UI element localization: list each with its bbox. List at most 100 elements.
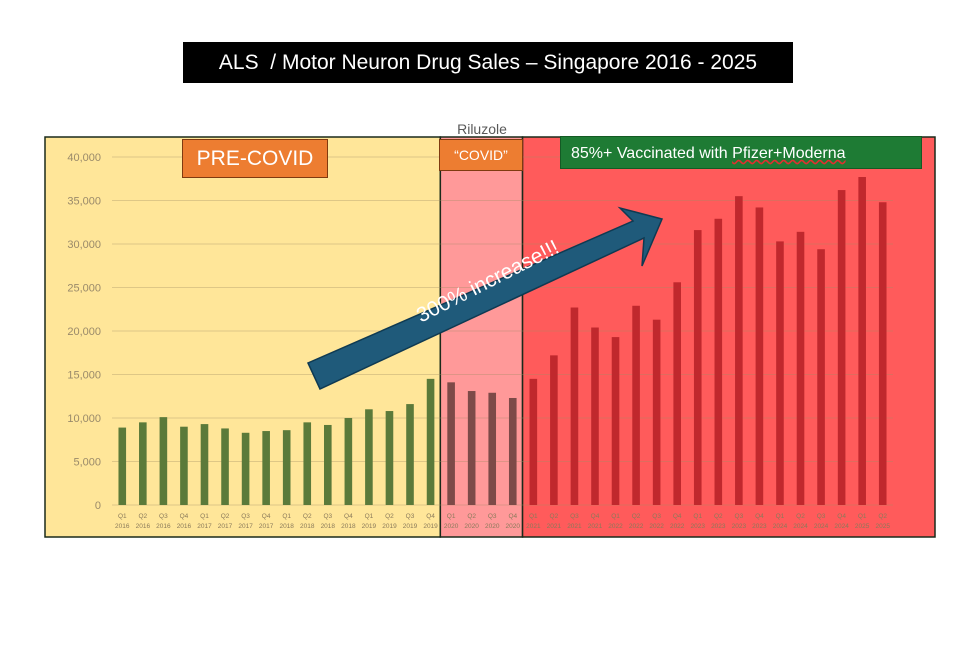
x-tick-label-quarter: Q3	[570, 513, 579, 520]
x-tick-label-year: 2020	[506, 523, 521, 530]
x-tick-label-year: 2023	[752, 523, 767, 530]
x-tick-label-year: 2017	[197, 523, 212, 530]
y-tick-label: 15,000	[67, 370, 101, 382]
x-tick-label-year: 2025	[855, 523, 870, 530]
y-tick-label: 0	[95, 500, 101, 512]
bar	[714, 218, 723, 505]
x-tick-label-year: 2024	[814, 523, 829, 530]
bars-layer	[118, 177, 887, 506]
bar	[817, 249, 825, 505]
bar	[221, 428, 229, 505]
y-axis-ticks: 0 5,000 10,000 15,000 20,000 25,000 30,000 35,0…	[67, 152, 101, 512]
x-tick-label-quarter: Q3	[241, 513, 250, 520]
x-tick-label-year: 2017	[259, 523, 274, 530]
x-tick-label-year: 2019	[403, 523, 418, 530]
x-tick-label-quarter: Q1	[282, 513, 291, 520]
bar	[529, 378, 538, 505]
x-tick-label-year: 2022	[629, 523, 644, 530]
bar	[406, 404, 414, 505]
vaccinated-label-text: 85%+ Vaccinated with	[571, 145, 733, 162]
x-tick-label-year: 2017	[218, 523, 233, 530]
y-tick-label: 30,000	[67, 239, 101, 251]
y-tick-label: 40,000	[67, 152, 101, 164]
bar	[611, 337, 620, 505]
x-tick-label-quarter: Q2	[878, 513, 887, 520]
x-tick-label-year: 2016	[156, 523, 171, 530]
x-tick-label-year: 2019	[362, 523, 377, 530]
x-tick-label-quarter: Q2	[138, 513, 147, 520]
x-tick-label-quarter: Q2	[632, 513, 641, 520]
x-tick-label-year: 2022	[670, 523, 685, 530]
bar	[508, 397, 517, 505]
bar	[385, 411, 394, 505]
x-tick-label-quarter: Q4	[180, 513, 189, 520]
x-tick-label-year: 2025	[875, 523, 890, 530]
y-tick-label: 25,000	[67, 283, 101, 295]
bar	[118, 427, 127, 505]
bar	[673, 282, 681, 505]
x-tick-label-quarter: Q1	[693, 513, 702, 520]
bar	[776, 241, 784, 505]
x-tick-label-quarter: Q1	[529, 513, 538, 520]
x-tick-label-quarter: Q4	[673, 513, 682, 520]
x-tick-label-quarter: Q1	[447, 513, 456, 520]
bar	[447, 382, 455, 505]
x-axis-labels: Q1 2016 Q2 2016 Q3 2016 Q4 2016 Q1 2017 Q2 2017 Q3 20…	[115, 513, 890, 530]
y-tick-label: 20,000	[67, 326, 101, 338]
bar	[632, 305, 640, 505]
x-tick-label-year: 2016	[177, 523, 192, 530]
bar	[878, 202, 887, 506]
x-tick-label-quarter: Q2	[714, 513, 723, 520]
x-tick-label-year: 2021	[526, 523, 541, 530]
pre-covid-label: PRE-COVID	[182, 139, 328, 178]
x-tick-label-year: 2016	[136, 523, 151, 530]
x-tick-label-quarter: Q3	[652, 513, 661, 520]
x-tick-label-quarter: Q1	[365, 513, 374, 520]
x-tick-label-year: 2018	[279, 523, 294, 530]
bar	[796, 231, 805, 505]
bar	[262, 431, 270, 505]
x-tick-label-year: 2016	[115, 523, 130, 530]
x-tick-label-year: 2021	[588, 523, 603, 530]
x-tick-label-quarter: Q3	[817, 513, 826, 520]
x-tick-label-year: 2023	[732, 523, 747, 530]
x-tick-label-quarter: Q2	[303, 513, 312, 520]
x-tick-label-year: 2020	[464, 523, 479, 530]
vaccinated-label: 85%+ Vaccinated with Pfizer+Moderna	[560, 136, 922, 169]
bar	[139, 422, 147, 505]
x-tick-label-quarter: Q3	[406, 513, 415, 520]
bar	[488, 392, 497, 505]
bar	[200, 424, 209, 505]
x-tick-label-year: 2021	[547, 523, 562, 530]
y-tick-label: 10,000	[67, 413, 101, 425]
bar	[467, 391, 476, 505]
x-tick-label-quarter: Q3	[488, 513, 497, 520]
x-tick-label-quarter: Q1	[858, 513, 867, 520]
x-tick-label-year: 2019	[382, 523, 397, 530]
bar	[180, 426, 188, 505]
x-tick-label-quarter: Q2	[467, 513, 476, 520]
x-tick-label-quarter: Q4	[591, 513, 600, 520]
bar	[591, 327, 599, 505]
x-tick-label-year: 2020	[485, 523, 500, 530]
vaccine-names: Pfizer+Moderna	[732, 145, 846, 162]
x-tick-label-quarter: Q3	[735, 513, 744, 520]
x-tick-label-year: 2022	[608, 523, 623, 530]
bar	[365, 409, 373, 505]
y-tick-label: 5,000	[73, 457, 101, 469]
x-tick-label-quarter: Q1	[200, 513, 209, 520]
x-tick-label-quarter: Q4	[262, 513, 271, 520]
x-tick-label-year: 2024	[793, 523, 808, 530]
x-tick-label-quarter: Q4	[837, 513, 846, 520]
x-tick-label-quarter: Q2	[796, 513, 805, 520]
bar	[282, 430, 291, 505]
region-vaccinated	[521, 136, 936, 538]
bar	[755, 207, 764, 505]
x-tick-label-year: 2017	[238, 523, 253, 530]
bar	[159, 417, 168, 505]
x-tick-label-year: 2024	[773, 523, 788, 530]
x-tick-label-year: 2024	[834, 523, 849, 530]
x-tick-label-year: 2023	[711, 523, 726, 530]
bar	[550, 355, 558, 505]
x-tick-label-quarter: Q4	[344, 513, 353, 520]
